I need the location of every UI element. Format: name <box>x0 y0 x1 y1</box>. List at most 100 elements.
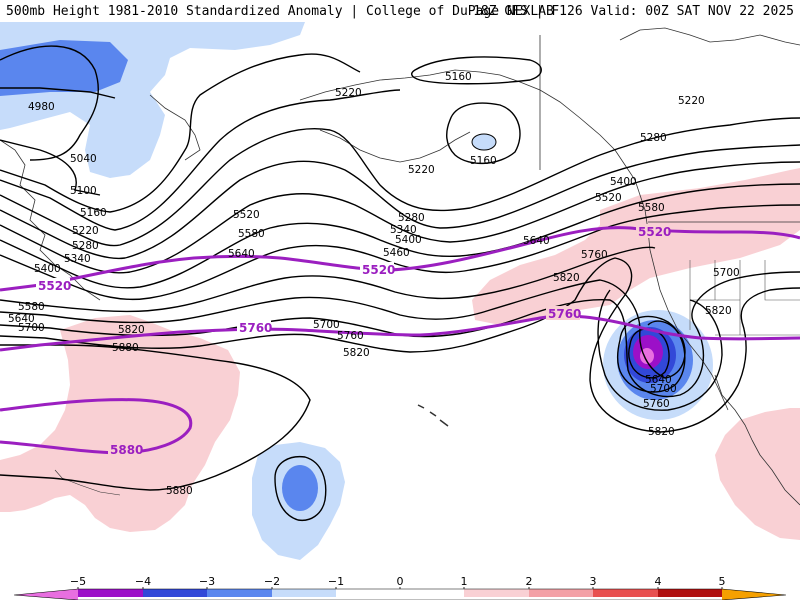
contour-5100 <box>0 139 101 196</box>
label-bg <box>360 262 394 276</box>
coastline-baja <box>714 374 753 441</box>
colorbar-tick-label: −4 <box>134 575 152 588</box>
label-5160-c: 5160 <box>470 155 497 167</box>
contour-5760 <box>597 289 723 411</box>
label-5520-a: 5520 <box>233 209 260 221</box>
map-header: 500mb Height 1981-2010 Standardized Anom… <box>0 0 800 22</box>
highlight-5760 <box>0 314 800 352</box>
colorbar-tick-label: 4 <box>654 575 662 588</box>
weather-map: 4980 5040 5100 5160 5160 5160 5220 5220 … <box>0 22 800 560</box>
contour-low-center-ring-2 <box>616 315 686 393</box>
colorbar-seg-neg4 <box>78 589 143 597</box>
label-bg <box>636 224 670 238</box>
label-5640-d: 5640 <box>645 374 672 386</box>
label-bg <box>546 306 580 320</box>
anomaly-colorbar: −5 −4 −3 −2 −1 0 1 2 3 4 5 <box>0 575 800 601</box>
colorbar-tick-label: 2 <box>525 575 533 588</box>
highlight-label-5760-b: 5760 <box>548 307 581 321</box>
contour-5460 <box>0 183 800 289</box>
label-5220-a: 5220 <box>72 225 99 237</box>
contour-labels: 4980 5040 5100 5160 5160 5160 5220 5220 … <box>8 71 740 497</box>
highlight-label-5760-a: 5760 <box>239 321 272 335</box>
contour-5040 <box>0 45 99 161</box>
label-5340-b: 5340 <box>390 224 417 236</box>
negative-anomaly-alaska <box>471 133 497 151</box>
contour-4980 <box>0 87 116 99</box>
colorbar-tick-label: −2 <box>263 575 281 588</box>
label-bg <box>36 278 70 292</box>
colorbar-seg-pos1 <box>464 589 529 597</box>
label-4980: 4980 <box>28 101 55 113</box>
colorbar-arrow-right <box>722 589 786 600</box>
label-5700-d: 5700 <box>650 383 677 395</box>
colorbar-seg-pos4 <box>658 589 722 597</box>
coastline-mexico <box>751 439 800 506</box>
label-5700-b: 5700 <box>313 319 340 331</box>
contour-5340 <box>0 144 800 260</box>
coastline-aleutians <box>319 129 471 163</box>
positive-anomaly-southeast <box>715 408 800 540</box>
label-5580-b: 5580 <box>238 228 265 240</box>
positive-anomaly-ne-pacific <box>472 168 800 325</box>
state-borders <box>689 260 800 336</box>
label-5820-d: 5820 <box>648 426 675 438</box>
contour-5520 <box>0 204 800 301</box>
label-5820-e: 5820 <box>705 305 732 317</box>
label-5520-b: 5520 <box>595 192 622 204</box>
highlight-5880 <box>0 398 193 455</box>
negative-anomaly-nw-core <box>0 40 128 96</box>
label-5160-b: 5160 <box>445 71 472 83</box>
highlight-label-5520-b: 5520 <box>362 263 395 277</box>
colorbar-seg-neg1 <box>272 589 336 597</box>
label-5400-a: 5400 <box>34 263 61 275</box>
colorbar-graphic <box>13 587 787 601</box>
coastline-alaska <box>299 69 616 151</box>
label-5460: 5460 <box>383 247 410 259</box>
colorbar-arrow-left <box>14 589 78 600</box>
highlight-label-5880: 5880 <box>110 443 143 457</box>
positive-anomaly-central-pacific <box>0 315 240 532</box>
colorbar-tick-label: −1 <box>327 575 345 588</box>
colorbar-tick-label: 1 <box>460 575 468 588</box>
label-5640-b: 5640 <box>228 248 255 260</box>
label-5880-b: 5880 <box>166 485 193 497</box>
label-5700-a: 5700 <box>18 322 45 334</box>
highlight-labels: 5520 5520 5520 5760 5760 5880 <box>36 224 671 457</box>
contour-5220 <box>0 89 401 231</box>
colorbar-seg-zero-neg <box>336 589 400 597</box>
colorbar-ticks <box>77 587 723 589</box>
contour-5640 <box>0 279 686 379</box>
colorbar-seg-pos3 <box>593 589 658 597</box>
label-5280-c: 5280 <box>640 132 667 144</box>
label-5760-a: 5760 <box>337 330 364 342</box>
colorbar-tick-label: 5 <box>718 575 726 588</box>
colorbar-seg-zero-pos <box>400 589 464 597</box>
contour-alaska-5160-ring <box>411 56 542 85</box>
label-5760-b: 5760 <box>581 249 608 261</box>
label-5100: 5100 <box>70 185 97 197</box>
label-5040: 5040 <box>70 153 97 165</box>
label-5220-c: 5220 <box>408 164 435 176</box>
highlight-label-5520-a: 5520 <box>38 279 71 293</box>
contour-5820 <box>0 257 800 433</box>
label-5280-a: 5280 <box>72 240 99 252</box>
label-5760-c: 5760 <box>643 398 670 410</box>
pacific-islands-west <box>54 469 121 496</box>
contour-alaska-low <box>446 102 521 165</box>
label-5820-c: 5820 <box>553 272 580 284</box>
label-5580-c: 5580 <box>638 202 665 214</box>
negative-anomaly-south-pacific-core <box>282 465 318 511</box>
contour-5580 <box>0 246 656 313</box>
contour-5160 <box>0 53 361 213</box>
label-5820-b: 5820 <box>343 347 370 359</box>
label-5880-a: 5880 <box>112 342 139 354</box>
contour-5280 <box>0 117 800 247</box>
highlight-contours <box>0 226 800 455</box>
label-5700-c: 5700 <box>713 267 740 279</box>
anomaly-shading <box>0 22 800 560</box>
highlight-label-5520-c: 5520 <box>638 225 671 239</box>
colorbar-tick-label: −5 <box>69 575 87 588</box>
colorbar-seg-neg2 <box>207 589 272 597</box>
highlight-5520 <box>0 226 800 292</box>
hawaii-islands <box>417 404 449 427</box>
